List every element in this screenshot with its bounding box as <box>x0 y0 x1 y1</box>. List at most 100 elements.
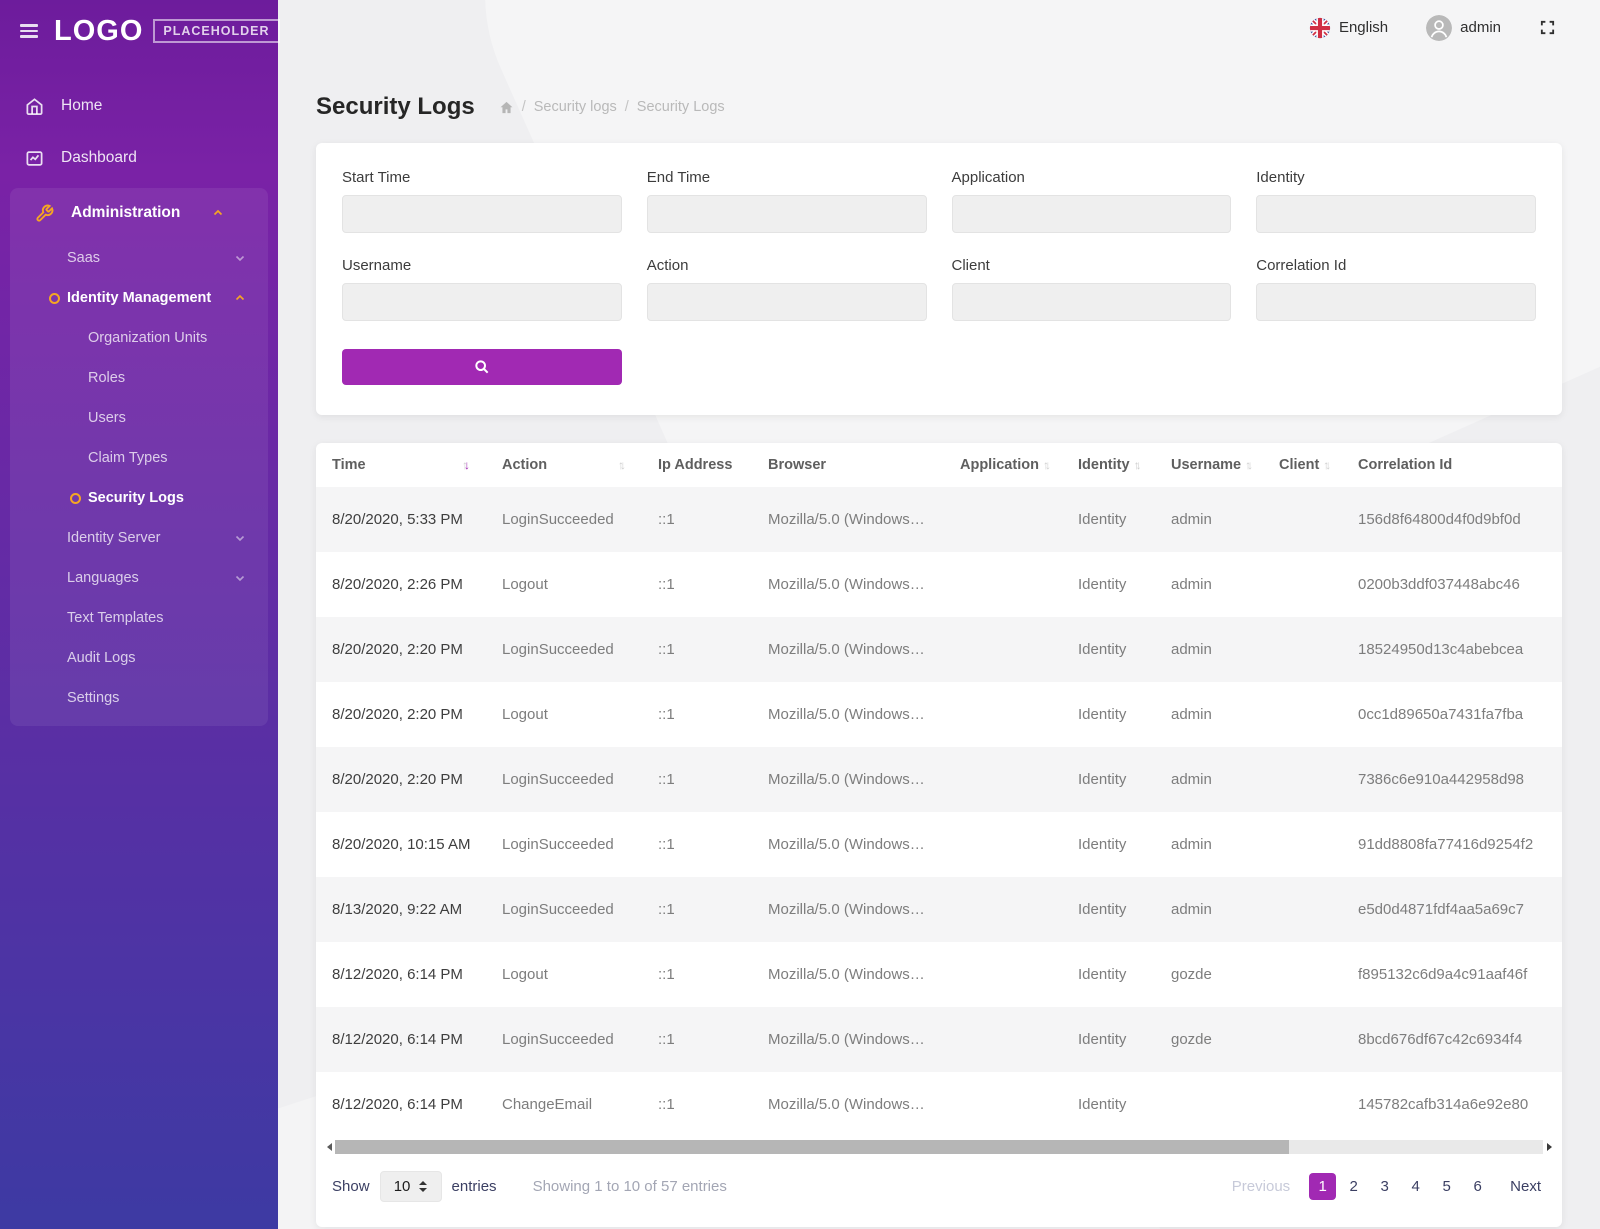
scrollbar-track[interactable] <box>335 1139 1543 1154</box>
sidebar-item-settings[interactable]: Settings <box>10 678 268 718</box>
chevron-down-icon <box>234 532 246 544</box>
page-button-4[interactable]: 4 <box>1411 1178 1420 1195</box>
chevron-down-icon <box>234 572 246 584</box>
sidebar-item-label: Administration <box>71 204 181 221</box>
cell-client <box>1263 747 1342 812</box>
sidebar-item-users[interactable]: Users <box>10 398 268 438</box>
breadcrumb-item-current: Security Logs <box>636 99 725 115</box>
logs-table-card: Time ↑↓ Action ↑↓ Ip Address Browser Applicati… <box>316 443 1562 1227</box>
cell-action: ChangeEmail <box>502 1096 593 1113</box>
page-button-1[interactable]: 1 <box>1309 1173 1337 1200</box>
cell-username: admin <box>1171 641 1212 658</box>
cell-ip-address: ::1 <box>658 706 675 723</box>
table-row: 8/13/2020, 9:22 AM LoginSucceeded::1 Mozil… <box>316 877 1562 942</box>
fullscreen-icon[interactable] <box>1539 19 1556 36</box>
sidebar-item-text-templates[interactable]: Text Templates <box>10 598 268 638</box>
filter-label: End Time <box>646 169 711 186</box>
end-time-input[interactable] <box>646 195 927 233</box>
username-input[interactable] <box>342 283 622 321</box>
sidebar-item-label: Security Logs <box>88 490 184 506</box>
cell-action: Logout <box>502 576 548 593</box>
cell-client <box>1263 877 1342 942</box>
admin-submenu: Saas Identity Management Organization Unit… <box>10 238 268 718</box>
sidebar-item-audit-logs[interactable]: Audit Logs <box>10 638 268 678</box>
filter-grid: Start Time End Time Application Identity Use… <box>342 169 1536 321</box>
language-selector[interactable]: English <box>1309 17 1388 39</box>
column-header-identity[interactable]: Identity ↑↓ <box>1062 443 1155 487</box>
chevron-up-icon <box>234 292 246 304</box>
table-row: 8/20/2020, 2:20 PM LoginSucceeded::1 Mozil… <box>316 617 1562 682</box>
sidebar-item-home[interactable]: Home <box>0 80 278 132</box>
sidebar-item-saas[interactable]: Saas <box>10 238 268 278</box>
breadcrumb-home-icon[interactable] <box>499 100 514 115</box>
cell-action: LoginSucceeded <box>502 1031 614 1048</box>
cell-application <box>944 747 1062 812</box>
sidebar-item-administration[interactable]: Administration <box>10 188 268 238</box>
page-button-6[interactable]: 6 <box>1473 1178 1482 1195</box>
filter-field-application: Application <box>951 169 1232 233</box>
search-button[interactable] <box>342 349 622 385</box>
cell-client <box>1263 487 1342 552</box>
cell-application <box>944 942 1062 1007</box>
sidebar-item-identity-management[interactable]: Identity Management <box>10 278 268 318</box>
column-header-action[interactable]: Action ↑↓ <box>486 443 642 487</box>
column-label: Client <box>1279 457 1320 473</box>
page-button-5[interactable]: 5 <box>1442 1178 1451 1195</box>
column-label: Action <box>502 457 548 473</box>
column-header-client[interactable]: Client ↑↓ <box>1263 443 1342 487</box>
filter-field-start-time: Start Time <box>342 169 622 233</box>
horizontal-scrollbar <box>323 1139 1555 1154</box>
scroll-left-arrow[interactable] <box>323 1139 335 1154</box>
cell-username: gozde <box>1171 1031 1212 1048</box>
correlation-id-input[interactable] <box>1256 283 1536 321</box>
column-header-time[interactable]: Time ↑↓ <box>316 443 486 487</box>
client-input[interactable] <box>951 283 1232 321</box>
menu-toggle-icon[interactable] <box>20 24 38 38</box>
start-time-input[interactable] <box>342 195 622 233</box>
scrollbar-thumb[interactable] <box>335 1139 1290 1154</box>
cell-application <box>944 877 1062 942</box>
application-input[interactable] <box>951 195 1232 233</box>
sidebar-item-security-logs[interactable]: Security Logs <box>10 478 268 518</box>
scroll-right-arrow[interactable] <box>1543 1139 1555 1154</box>
page-size-select[interactable]: 10 <box>379 1171 442 1202</box>
sidebar-item-roles[interactable]: Roles <box>10 358 268 398</box>
logo[interactable]: LOGO PLACEHOLDER <box>54 15 280 48</box>
cell-client <box>1263 682 1342 747</box>
cell-application <box>944 617 1062 682</box>
page-button-2[interactable]: 2 <box>1349 1178 1358 1195</box>
sidebar-item-label: Identity Management <box>67 290 212 306</box>
sidebar-item-identity-server[interactable]: Identity Server <box>10 518 268 558</box>
identity-input[interactable] <box>1256 195 1536 233</box>
sidebar-item-languages[interactable]: Languages <box>10 558 268 598</box>
previous-page-button: Previous <box>1231 1178 1291 1195</box>
cell-action: LoginSucceeded <box>502 641 614 658</box>
breadcrumb-item[interactable]: Security logs <box>533 99 617 115</box>
action-input[interactable] <box>646 283 927 321</box>
sidebar-item-dashboard[interactable]: Dashboard <box>0 132 278 184</box>
cell-action: LoginSucceeded <box>502 901 614 918</box>
sidebar-item-label: Users <box>88 410 126 426</box>
search-icon <box>474 359 490 375</box>
filter-label: Identity <box>1256 169 1305 186</box>
page-button-3[interactable]: 3 <box>1380 1178 1389 1195</box>
user-menu[interactable]: admin <box>1426 14 1501 41</box>
column-header-username[interactable]: Username ↑↓ <box>1155 443 1263 487</box>
cell-time: 8/20/2020, 2:20 PM <box>332 706 463 723</box>
cell-application <box>944 682 1062 747</box>
sort-icon: ↑↓ <box>1323 458 1331 472</box>
sidebar-item-claim-types[interactable]: Claim Types <box>10 438 268 478</box>
logo-text: LOGO <box>54 14 144 47</box>
home-icon <box>24 97 44 116</box>
cell-identity: Identity <box>1078 1031 1127 1048</box>
sidebar-item-organization-units[interactable]: Organization Units <box>10 318 268 358</box>
cell-correlation-id: 8bcd676df67c42c6934f4 <box>1358 1031 1523 1048</box>
filter-field-username: Username <box>342 257 622 321</box>
cell-client <box>1263 942 1342 1007</box>
next-page-button[interactable]: Next <box>1510 1178 1541 1195</box>
cell-application <box>944 552 1062 617</box>
cell-correlation-id: 0cc1d89650a7431fa7fba <box>1358 706 1524 723</box>
table-row: 8/20/2020, 5:33 PM LoginSucceeded::1 Mozil… <box>316 487 1562 552</box>
column-header-application[interactable]: Application ↑↓ <box>944 443 1062 487</box>
sidebar-item-label: Audit Logs <box>67 650 136 666</box>
